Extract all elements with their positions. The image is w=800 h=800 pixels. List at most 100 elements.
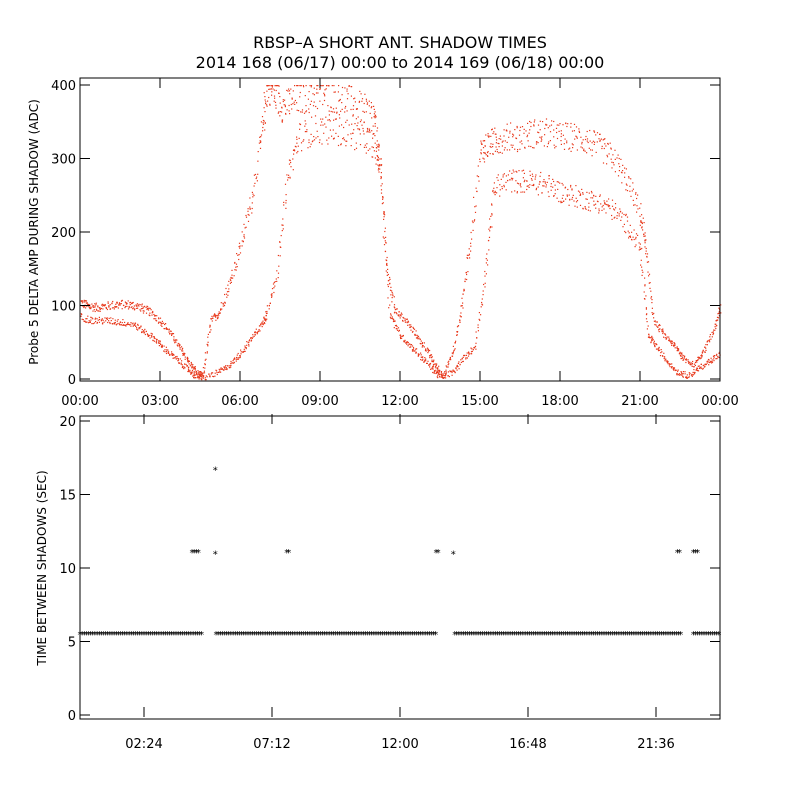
amplitude-point [650, 336, 652, 339]
interval-point: * [638, 630, 643, 641]
amplitude-point [111, 303, 113, 305]
amplitude-point [514, 190, 516, 192]
amplitude-point [713, 358, 715, 360]
amplitude-point [90, 306, 92, 308]
interval-point: * [186, 630, 191, 641]
amplitude-point [101, 304, 103, 306]
amplitude-point [174, 340, 176, 342]
amplitude-point [554, 184, 556, 186]
amplitude-point [555, 127, 558, 129]
amplitude-point [181, 350, 183, 352]
interval-point: * [258, 630, 263, 641]
amplitude-point [309, 146, 311, 148]
amplitude-point [697, 356, 699, 358]
amplitude-point [292, 158, 294, 160]
amplitude-point [317, 92, 319, 94]
amplitude-point [699, 367, 701, 369]
amplitude-point [329, 129, 331, 131]
amplitude-point [633, 229, 635, 231]
amplitude-point [171, 353, 173, 355]
amplitude-point [484, 145, 486, 147]
amplitude-point [552, 186, 554, 188]
interval-point: * [163, 630, 168, 641]
amplitude-point [540, 171, 542, 174]
interval-point: * [416, 630, 421, 641]
amplitude-point [692, 374, 694, 376]
amplitude-point [177, 360, 179, 362]
amplitude-point [570, 184, 572, 187]
interval-point: * [525, 630, 530, 641]
interval-point: * [214, 630, 219, 641]
amplitude-point [512, 133, 514, 135]
amplitude-point [92, 318, 94, 320]
amplitude-point [541, 136, 543, 138]
amplitude-point [274, 85, 276, 87]
amplitude-point [651, 312, 653, 314]
amplitude-point [519, 126, 522, 128]
amplitude-point [258, 325, 261, 327]
amplitude-point [183, 368, 185, 370]
amplitude-point [153, 337, 155, 339]
amplitude-point [182, 354, 184, 356]
amplitude-point [437, 367, 439, 369]
amplitude-point [238, 242, 241, 244]
amplitude-point [639, 246, 641, 248]
amplitude-point [591, 142, 593, 144]
amplitude-point [453, 349, 455, 351]
amplitude-point [440, 371, 443, 373]
amplitude-point [322, 118, 324, 120]
amplitude-point [378, 144, 380, 146]
amplitude-point [365, 146, 367, 148]
amplitude-point [116, 302, 118, 304]
amplitude-point [698, 357, 700, 359]
amplitude-point [716, 319, 718, 321]
amplitude-point [332, 111, 334, 113]
amplitude-point [442, 377, 444, 379]
interval-point: * [535, 630, 540, 641]
amplitude-point [533, 184, 535, 187]
interval-point: * [350, 630, 355, 641]
amplitude-point [405, 318, 407, 320]
amplitude-point [264, 317, 266, 320]
amplitude-point [664, 333, 666, 335]
amplitude-point [641, 227, 643, 229]
amplitude-point [193, 373, 195, 375]
interval-point: * [518, 630, 523, 641]
amplitude-point [500, 178, 502, 180]
amplitude-point [472, 229, 474, 231]
amplitude-point [412, 346, 415, 349]
amplitude-point [159, 317, 162, 319]
interval-point: * [486, 630, 491, 641]
amplitude-point [588, 192, 590, 194]
amplitude-point [191, 371, 193, 373]
amplitude-point [266, 90, 268, 92]
interval-point: * [88, 630, 93, 641]
interval-point: * [260, 630, 265, 641]
amplitude-point [680, 355, 682, 357]
amplitude-point [695, 369, 697, 371]
amplitude-point [428, 364, 430, 366]
amplitude-point [449, 371, 451, 373]
amplitude-point [516, 182, 519, 184]
amplitude-point [531, 173, 533, 175]
amplitude-point [635, 244, 637, 246]
amplitude-point [166, 328, 168, 330]
amplitude-point [350, 95, 352, 97]
interval-point: * [346, 630, 351, 641]
amplitude-point [332, 129, 334, 131]
amplitude-point [565, 198, 567, 200]
amplitude-point [645, 308, 647, 310]
amplitude-point [711, 359, 713, 361]
amplitude-point [390, 314, 392, 316]
amplitude-point [510, 122, 512, 124]
amplitude-point [355, 108, 358, 110]
amplitude-point [502, 140, 504, 142]
amplitude-point [717, 317, 720, 319]
amplitude-point [694, 364, 696, 366]
interval-point: * [629, 630, 634, 641]
amplitude-point [591, 149, 593, 151]
amplitude-point [398, 329, 400, 331]
amplitude-point [680, 358, 682, 360]
amplitude-point [608, 206, 610, 208]
interval-point: * [512, 630, 517, 641]
